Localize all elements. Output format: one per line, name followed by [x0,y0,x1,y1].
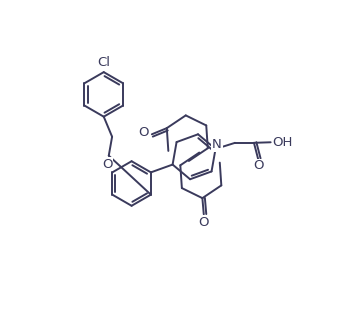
Text: O: O [198,216,209,229]
Text: O: O [253,160,264,172]
Text: Cl: Cl [97,55,110,68]
Text: O: O [102,157,113,170]
Text: OH: OH [272,136,292,149]
Text: N: N [212,138,222,151]
Text: O: O [138,126,149,139]
